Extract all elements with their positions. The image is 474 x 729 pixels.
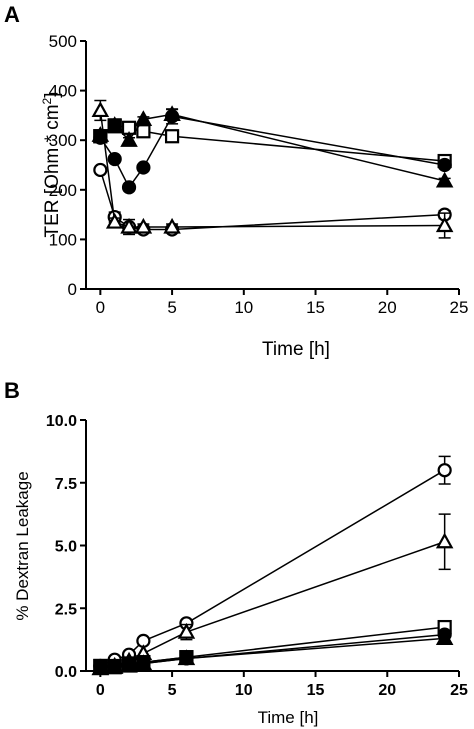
panel-b-series-filled-square — [93, 650, 194, 675]
panel-a-series-open-triangle — [91, 99, 454, 239]
panel-a-y-tick-label: 200 — [49, 181, 77, 200]
panel-b-x-tick-label: 10 — [235, 682, 253, 699]
panel-b-series-line-open-square — [100, 626, 445, 667]
panel-a-y-axis-title-sup: 2 — [40, 97, 54, 104]
panel-b-x-tick-label: 0 — [96, 682, 105, 699]
panel-b-point-filled-triangle — [435, 629, 454, 645]
panel-a-y-tick-label: 300 — [49, 131, 77, 150]
panel-b: B 0.0 2.5 5.0 7.5 10.0 0 5 10 15 20 25 Time [h] % … — [4, 378, 468, 727]
panel-a-point-open-triangle — [120, 217, 138, 234]
panel-a-series-line-open-circle — [99, 169, 445, 231]
panel-a-series-line-open-triangle — [99, 110, 445, 228]
panel-b-x-tick-label: 5 — [168, 682, 177, 699]
panel-a: A 0 100 200 300 400 500 0 5 10 15 20 25 Time [h] TE… — [4, 2, 468, 360]
panel-b-y-tick-label: 10.0 — [46, 413, 77, 430]
panel-b-point-open-triangle — [177, 622, 196, 639]
panel-b-y-tick-label: 2.5 — [55, 601, 77, 618]
panel-a-x-tick-label: 5 — [167, 298, 176, 317]
panel-a-y-tick-label: 100 — [49, 230, 77, 249]
panel-a-point-filled-circle — [121, 180, 137, 195]
panel-b-point-open-triangle — [435, 532, 454, 549]
panel-a-point-filled-square — [107, 119, 122, 134]
panel-a-point-open-triangle — [435, 216, 454, 233]
panel-b-point-open-circle — [437, 463, 452, 478]
panel-a-y-tick-label: 0 — [68, 280, 77, 299]
panel-a-x-tick-label: 25 — [450, 298, 469, 317]
panel-a-point-open-triangle — [105, 212, 124, 229]
panel-a-y-axis-title-close: ] — [42, 93, 63, 98]
panel-a-series-filled-square — [93, 119, 122, 144]
panel-b-point-filled-square — [179, 650, 194, 665]
panel-a-point-open-circle — [93, 162, 108, 178]
panel-a-y-axis-title-main: TER [Ohm * cm — [42, 104, 63, 237]
panel-a-x-tick-label: 10 — [234, 298, 253, 317]
panel-a-point-filled-circle — [136, 160, 151, 175]
panel-a-point-open-square — [136, 124, 151, 139]
panel-a-y-tick-label: 500 — [49, 32, 77, 51]
panel-b-y-tick-label: 7.5 — [55, 476, 77, 493]
panel-a-series-line-filled-circle — [99, 115, 445, 189]
panel-b-series-line-open-circle — [100, 469, 446, 667]
panel-b-x-tick-label: 20 — [378, 682, 396, 699]
panel-a-point-filled-triangle — [120, 131, 138, 147]
panel-a-point-filled-square — [93, 129, 108, 144]
panel-b-letter: B — [4, 378, 20, 403]
panel-b-point-filled-square — [136, 655, 151, 670]
panel-b-point-filled-square — [121, 657, 137, 672]
panel-a-x-axis-title: Time [h] — [262, 339, 330, 360]
panel-a-point-open-triangle — [134, 217, 153, 234]
panel-a-series-filled-triangle — [91, 105, 454, 188]
panel-a-y-axis-title: TER [Ohm * cm2] — [40, 93, 63, 238]
panel-a-point-filled-circle — [107, 151, 122, 167]
panel-b-y-tick-label: 0.0 — [55, 664, 77, 681]
panel-a-x-tick-label: 20 — [378, 298, 397, 317]
panel-b-x-axis-title: Time [h] — [258, 708, 319, 727]
panel-a-y-tick-label: 400 — [49, 82, 77, 101]
panel-b-x-tick-label: 15 — [307, 682, 325, 699]
panel-b-y-tick-label: 5.0 — [55, 539, 77, 556]
panel-a-point-open-triangle — [163, 217, 181, 234]
panel-a-x-tick-label: 0 — [96, 298, 105, 317]
panel-a-point-filled-triangle — [435, 171, 454, 188]
panel-a-point-open-triangle — [91, 101, 110, 118]
panel-a-letter: A — [4, 2, 20, 27]
panel-a-point-filled-triangle — [134, 110, 153, 126]
panel-b-series-line-open-triangle — [100, 541, 445, 670]
panel-a-x-tick-label: 15 — [306, 298, 325, 317]
panel-b-y-axis-title: % Dextran Leakage — [13, 471, 32, 620]
panel-b-series-line-filled-triangle — [100, 637, 445, 670]
panel-a-point-open-square — [164, 129, 180, 144]
panel-a-series-line-filled-triangle — [99, 113, 445, 182]
panel-a-point-filled-triangle — [163, 105, 181, 122]
panel-b-x-tick-label: 25 — [450, 682, 468, 699]
panel-a-point-filled-circle — [437, 157, 452, 173]
